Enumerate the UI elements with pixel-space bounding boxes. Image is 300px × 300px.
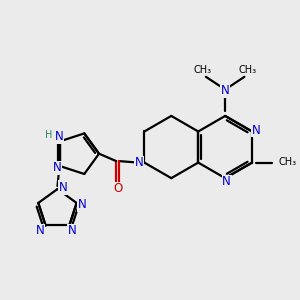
- Text: N: N: [55, 130, 63, 143]
- Text: N: N: [68, 224, 76, 237]
- Text: N: N: [135, 156, 143, 169]
- Text: N: N: [58, 181, 67, 194]
- Text: N: N: [52, 161, 61, 174]
- Text: N: N: [222, 175, 231, 188]
- Text: CH₃: CH₃: [194, 65, 212, 75]
- Text: CH₃: CH₃: [279, 157, 297, 167]
- Text: N: N: [221, 84, 230, 97]
- Text: N: N: [78, 198, 86, 211]
- Text: O: O: [113, 182, 122, 195]
- Text: N: N: [252, 124, 260, 136]
- Text: H: H: [46, 130, 53, 140]
- Text: N: N: [36, 224, 45, 237]
- Text: CH₃: CH₃: [238, 65, 256, 75]
